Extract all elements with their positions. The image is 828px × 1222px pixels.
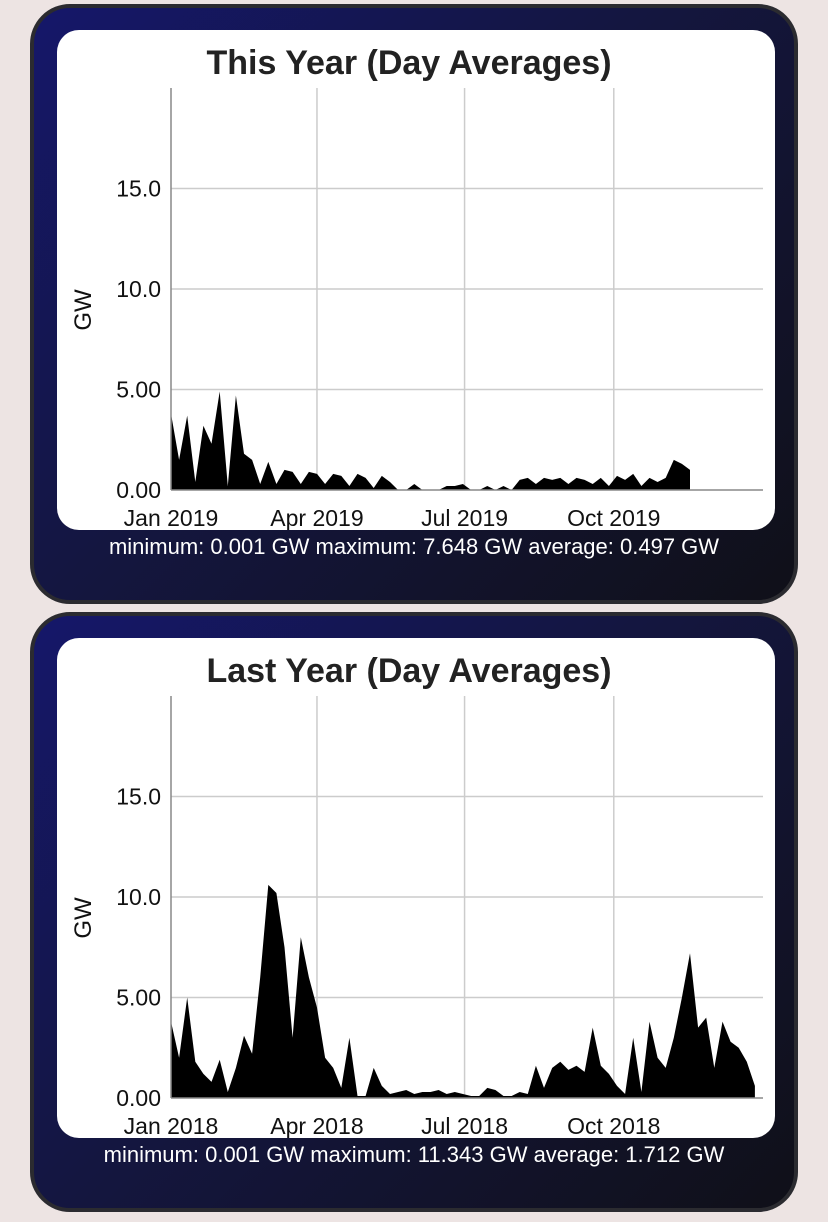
y-tick-label: 10.0 bbox=[116, 884, 161, 910]
y-tick-label: 10.0 bbox=[116, 276, 161, 302]
x-tick-label: Jul 2019 bbox=[421, 505, 508, 530]
y-tick-label: 0.00 bbox=[116, 477, 161, 503]
x-tick-label: Jul 2018 bbox=[421, 1113, 508, 1138]
chart-title: This Year (Day Averages) bbox=[206, 44, 611, 82]
last-year-card: Last Year (Day Averages) 0.00 5.00 10.0 15.0… bbox=[30, 612, 798, 1212]
this-year-chart-panel: This Year (Day Averages) 0.00 5.00 10.0 15.0… bbox=[57, 30, 775, 530]
y-tick-label: 5.00 bbox=[116, 377, 161, 403]
y-axis-label: GW bbox=[70, 289, 97, 331]
this-year-card: This Year (Day Averages) 0.00 5.00 10.0 15.0… bbox=[30, 4, 798, 604]
data-area bbox=[171, 884, 755, 1098]
this-year-stats: minimum: 0.001 GW maximum: 7.648 GW aver… bbox=[108, 534, 720, 559]
this-year-chart: This Year (Day Averages) 0.00 5.00 10.0 15.0… bbox=[70, 44, 763, 530]
x-tick-label: Jan 2018 bbox=[124, 1113, 219, 1138]
last-year-chart-panel: Last Year (Day Averages) 0.00 5.00 10.0 15.0… bbox=[57, 638, 775, 1138]
data-area bbox=[171, 391, 690, 490]
last-year-stats: minimum: 0.001 GW maximum: 11.343 GW ave… bbox=[103, 1142, 725, 1167]
x-tick-label: Apr 2018 bbox=[270, 1113, 363, 1138]
last-year-chart: Last Year (Day Averages) 0.00 5.00 10.0 15.0… bbox=[70, 652, 763, 1138]
y-axis-label: GW bbox=[70, 897, 97, 939]
x-tick-label: Jan 2019 bbox=[124, 505, 219, 530]
y-tick-label: 0.00 bbox=[116, 1085, 161, 1111]
x-tick-label: Oct 2018 bbox=[567, 1113, 660, 1138]
y-tick-label: 5.00 bbox=[116, 985, 161, 1011]
chart-title: Last Year (Day Averages) bbox=[206, 652, 611, 690]
y-tick-label: 15.0 bbox=[116, 176, 161, 202]
x-tick-label: Oct 2019 bbox=[567, 505, 660, 530]
x-tick-label: Apr 2019 bbox=[270, 505, 363, 530]
y-tick-label: 15.0 bbox=[116, 784, 161, 810]
